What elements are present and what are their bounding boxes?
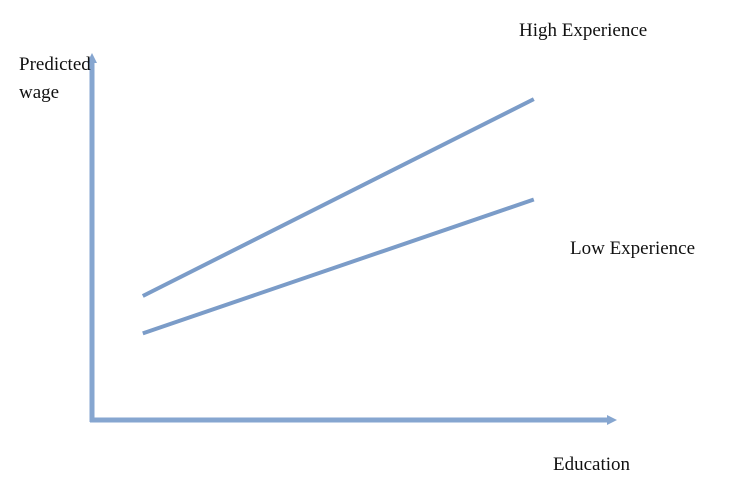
series-label-high-experience: High Experience	[519, 20, 647, 41]
series-line-high-experience	[141, 97, 535, 298]
series-layer	[141, 97, 535, 336]
y-axis-label-line-1: Predicted	[19, 54, 91, 75]
x-axis-label: Education	[553, 454, 631, 475]
series-label-low-experience: Low Experience	[570, 238, 695, 259]
y-axis-label-line-2: wage	[19, 82, 59, 103]
series-line-low-experience	[142, 197, 535, 336]
